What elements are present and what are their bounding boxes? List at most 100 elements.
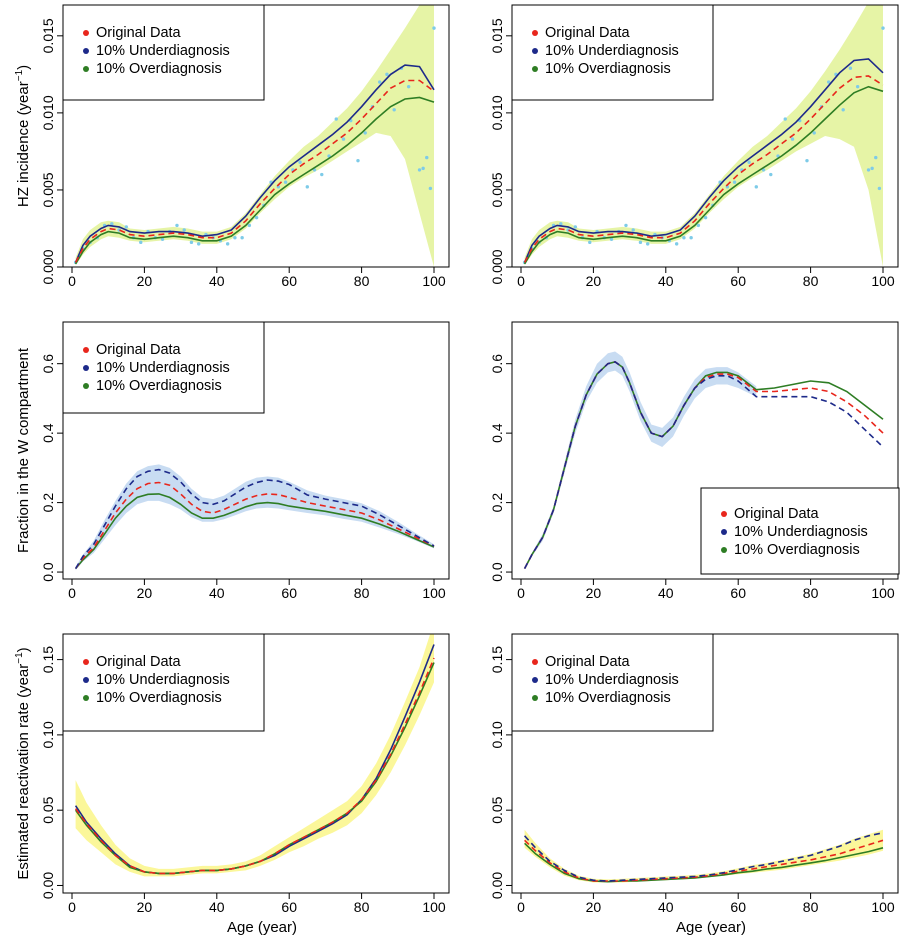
legend-marker (83, 347, 89, 353)
data-point (631, 228, 635, 232)
y-tick-label: 0.005 (489, 172, 505, 207)
y-tick-label: 0.10 (40, 721, 56, 748)
legend-marker (532, 659, 538, 665)
legend-box (511, 633, 714, 732)
legend-marker (532, 48, 538, 54)
x-tick-label: 0 (68, 585, 76, 601)
series-line (74, 493, 435, 570)
data-point (124, 225, 128, 229)
panel-r0-c1: 0 20 40 60 80 100 0.000 0.005 0.010 0.015 Original… (489, 4, 899, 289)
legend-marker (532, 30, 538, 36)
data-point (298, 160, 302, 164)
y-tick-label: 0.0 (40, 562, 56, 582)
plot-area (524, 829, 884, 883)
legend-marker (532, 677, 538, 683)
data-point (855, 84, 860, 89)
y-tick-label: 0.010 (489, 95, 505, 130)
x-tick-label: 0 (517, 273, 525, 289)
legend: Original Data 10% Underdiagnosis 10% Overd… (700, 487, 900, 575)
x-tick-label: 80 (354, 585, 370, 601)
x-tick-label: 40 (209, 585, 225, 601)
data-point (406, 84, 411, 89)
y-tick-label: 0.0 (489, 562, 505, 582)
series-line (523, 85, 884, 265)
x-tick-label: 20 (586, 899, 602, 915)
legend-label: 10% Underdiagnosis (96, 43, 230, 59)
data-point (233, 236, 237, 240)
data-point (378, 80, 382, 84)
y-tick-label: 0.05 (489, 796, 505, 823)
data-point (356, 158, 360, 163)
x-tick-label: 80 (803, 899, 819, 915)
legend-marker (532, 695, 538, 701)
series-line (524, 832, 884, 882)
data-point (559, 222, 563, 226)
panel-r2-c1: 0 20 40 60 80 100 0.00 0.05 0.10 0.15 Original Dat… (489, 633, 899, 915)
series-line (74, 96, 435, 265)
y-axis-label-close: ) (15, 647, 32, 652)
x-tick-label: 0 (68, 899, 76, 915)
legend: Original Data 10% Underdiagnosis 10% Overd… (62, 321, 265, 414)
x-tick-label: 60 (730, 585, 746, 601)
data-point (848, 66, 853, 70)
y-tick-label: 0.10 (489, 721, 505, 748)
data-point (805, 158, 809, 163)
legend-marker (83, 383, 89, 389)
data-point (573, 225, 577, 229)
legend-box (62, 321, 265, 414)
y-axis-label-sup: −1 (14, 69, 25, 81)
legend-label: Original Data (545, 654, 631, 670)
confidence-band (75, 464, 434, 571)
legend-label: Original Data (96, 342, 182, 358)
plot-area (73, 5, 436, 267)
data-point (827, 80, 831, 84)
data-point (674, 242, 679, 246)
y-axis-label-close: ) (15, 65, 32, 70)
legend-label: 10% Overdiagnosis (734, 542, 860, 558)
legend: Original Data 10% Underdiagnosis 10% Overd… (511, 4, 714, 101)
data-point (110, 222, 114, 226)
y-tick-label: 0.6 (489, 354, 505, 374)
data-point (160, 237, 165, 241)
x-tick-label: 40 (209, 899, 225, 915)
data-point (874, 155, 878, 160)
series-line (74, 657, 435, 875)
confidence-band (524, 829, 883, 883)
legend-label: Original Data (96, 654, 182, 670)
y-tick-label: 0.015 (40, 18, 56, 53)
data-point (696, 223, 701, 228)
x-tick-label: 80 (354, 899, 370, 915)
legend-marker (83, 659, 89, 665)
legend-label: 10% Underdiagnosis (734, 524, 868, 540)
x-tick-label: 80 (803, 273, 819, 289)
x-tick-label: 20 (137, 585, 153, 601)
data-point (841, 108, 845, 112)
data-point (754, 185, 758, 189)
data-point (588, 240, 592, 245)
legend-label: Original Data (545, 25, 631, 41)
legend-label: 10% Overdiagnosis (96, 378, 222, 394)
y-axis-label: Fraction in the W compartment (15, 347, 32, 553)
x-axis-label: Age (year) (227, 919, 297, 936)
data-point (363, 131, 367, 135)
plot-area (523, 351, 884, 570)
data-point (341, 137, 346, 141)
panel-r1-c1: 0 20 40 60 80 100 0.0 0.2 0.4 0.6 Original Data 10%… (489, 321, 900, 601)
data-point (182, 228, 186, 232)
data-point (175, 223, 179, 228)
x-tick-label: 100 (871, 273, 895, 289)
x-tick-label: 60 (730, 273, 746, 289)
legend-marker (721, 529, 727, 535)
series-line (523, 75, 884, 263)
data-point (703, 215, 708, 220)
plot-area (74, 464, 435, 571)
plot-area (74, 634, 435, 877)
x-tick-label: 0 (517, 585, 525, 601)
plot-area (522, 5, 885, 267)
data-point (638, 240, 643, 245)
x-tick-label: 60 (281, 899, 297, 915)
x-tick-label: 0 (517, 899, 525, 915)
data-point (769, 172, 773, 177)
x-tick-label: 80 (803, 585, 819, 601)
y-tick-label: 0.05 (40, 796, 56, 823)
